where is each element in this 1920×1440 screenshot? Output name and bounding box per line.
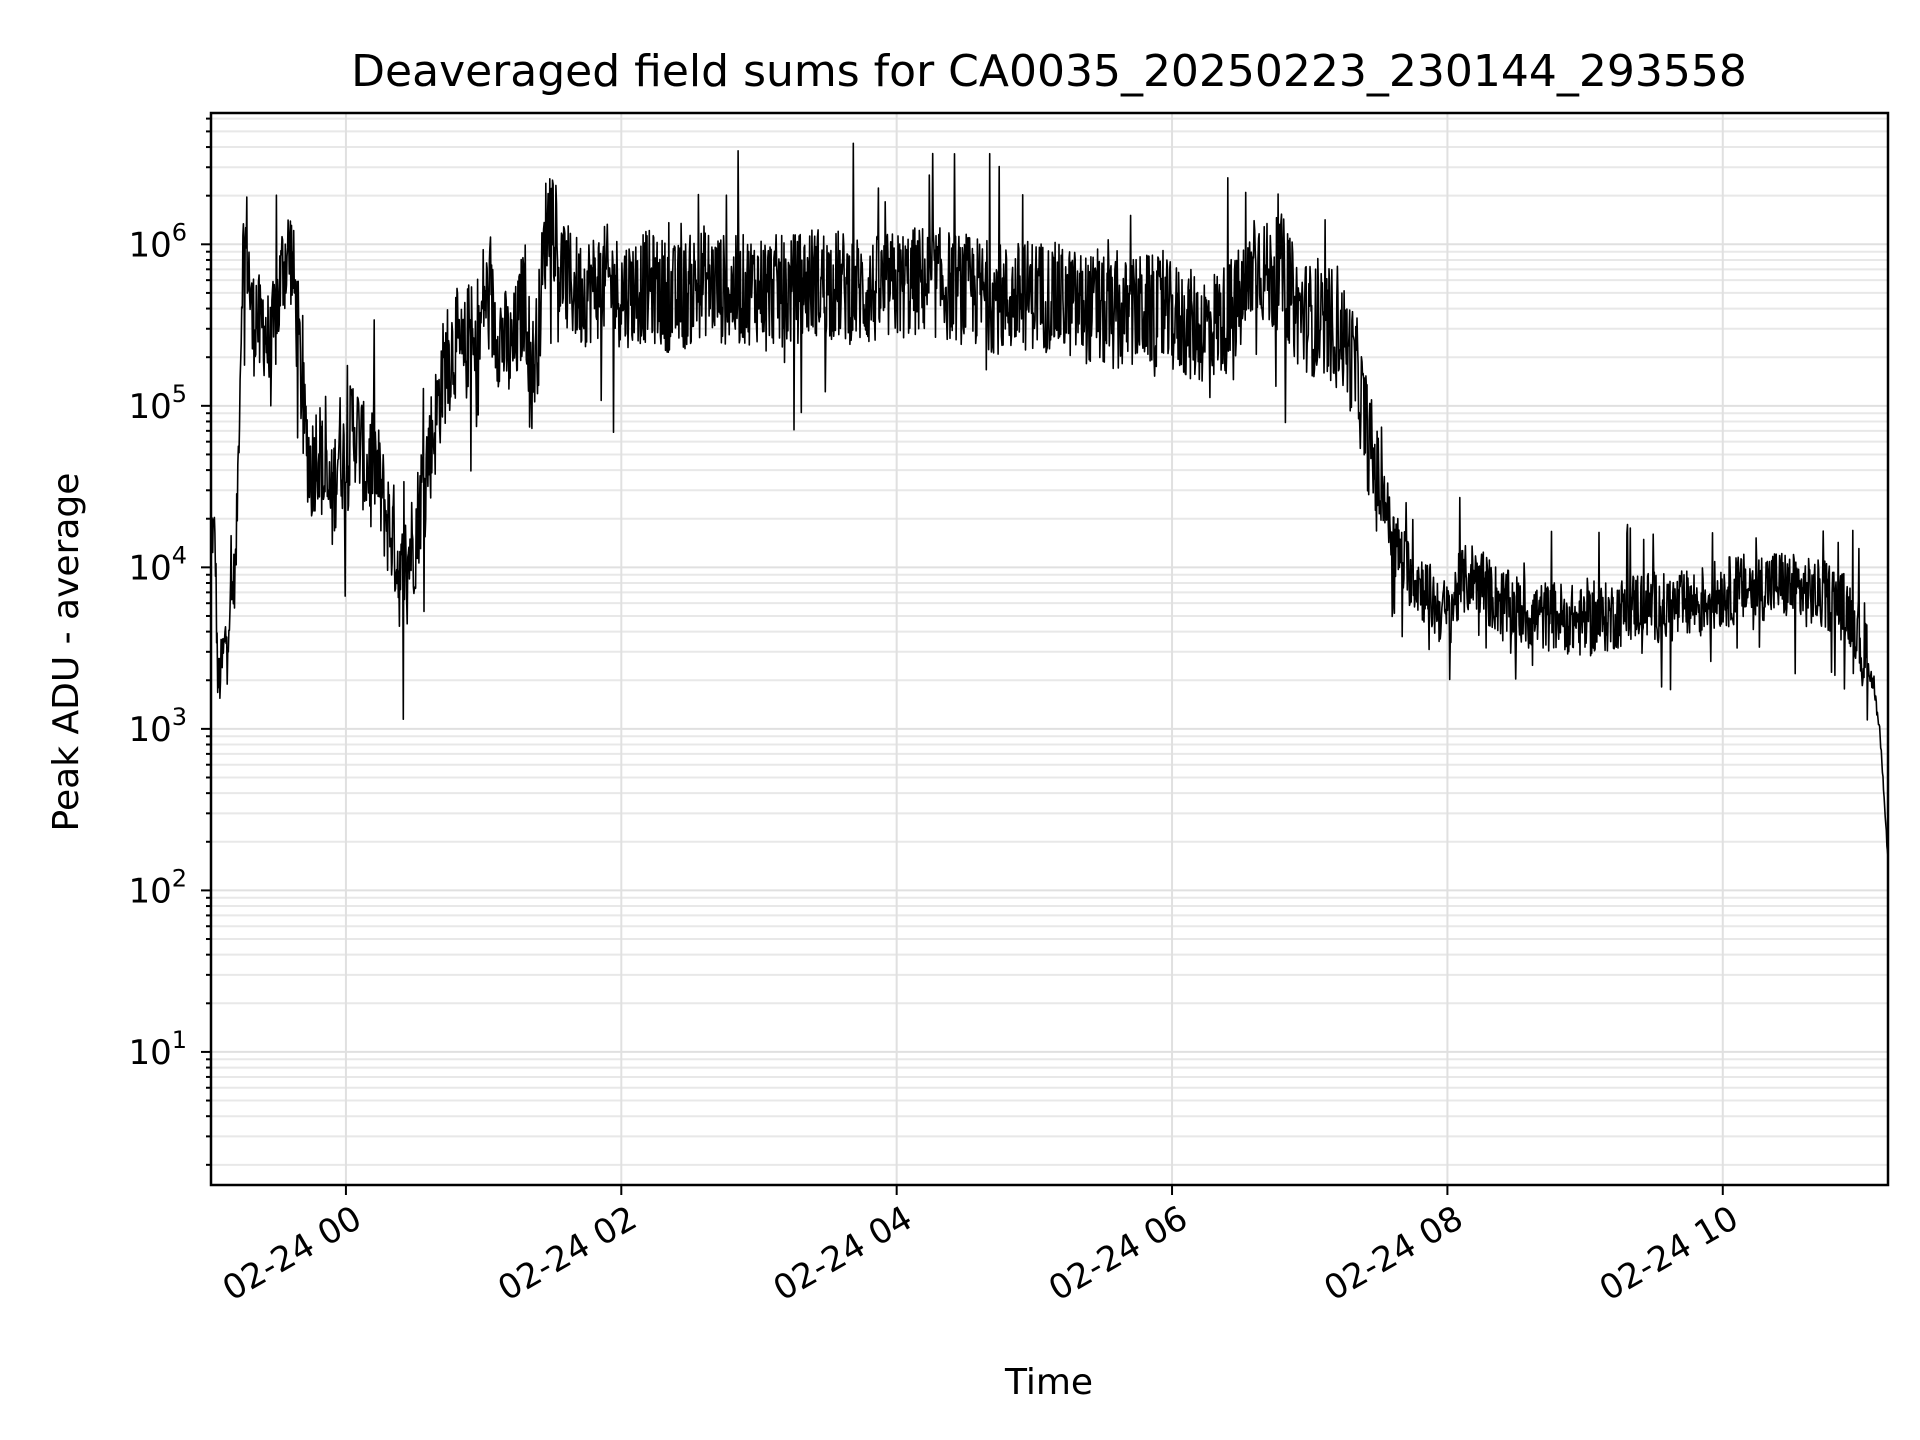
y-tick-label: 105 (128, 380, 187, 427)
x-axis-label: Time (1004, 1362, 1093, 1403)
series-line (210, 142, 1889, 857)
grid (211, 113, 1888, 1185)
y-tick-label: 103 (128, 703, 187, 750)
x-tick-label: 02-24 06 (1042, 1198, 1194, 1309)
y-tick-label: 102 (128, 864, 187, 911)
axis-ticks: 101 102 103 104 105 106 02-24 00 02-24 02 02-24 … (128, 117, 1745, 1309)
x-tick-label: 02-24 04 (767, 1198, 919, 1309)
x-tick-label: 02-24 00 (216, 1198, 368, 1309)
y-tick-label: 104 (128, 541, 187, 588)
y-tick-label: 106 (128, 218, 187, 265)
x-tick-label: 02-24 10 (1593, 1198, 1745, 1309)
y-tick-label: 101 (128, 1026, 187, 1073)
plot-frame (209, 111, 1890, 1187)
x-tick-label: 02-24 08 (1318, 1198, 1470, 1309)
y-axis-label: Peak ADU - average (46, 473, 87, 832)
x-tick-label: 02-24 02 (491, 1198, 643, 1309)
chart-title: Deaveraged field sums for CA0035_2025022… (351, 46, 1747, 97)
